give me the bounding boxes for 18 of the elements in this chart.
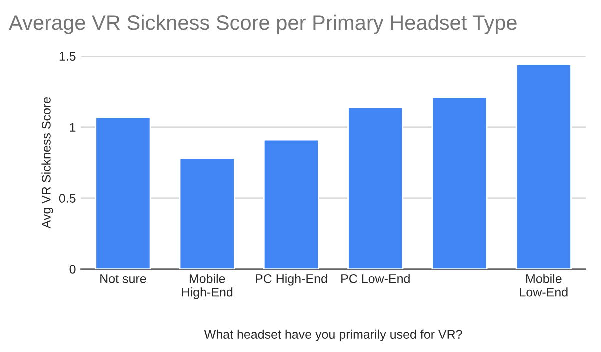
y-tick-label: 0 [70,265,76,274]
x-axis-title: What headset have you primarily used for VR? [204,330,462,342]
x-tick-label: Mobile High-End [182,274,233,300]
x-tick-label: Mobile Low-End [520,274,568,297]
bar [348,106,404,270]
x-tick-label: PC High-End [256,274,328,286]
chart-title: Average VR Sickness Score per Primary Headset Type [9,14,517,34]
y-tick-label: 1 [70,123,76,132]
x-tick-label: PC Low-End [342,274,410,284]
bar [95,116,152,270]
y-tick-label: 1.5 [60,52,76,61]
bar [179,158,236,270]
bar [516,64,572,270]
bar [432,96,488,270]
y-tick-label: 0.5 [59,194,76,203]
x-tick-label: Not sure [100,274,146,284]
y-axis-title: Avg VR Sickness Score [42,97,54,229]
bar [263,139,320,270]
